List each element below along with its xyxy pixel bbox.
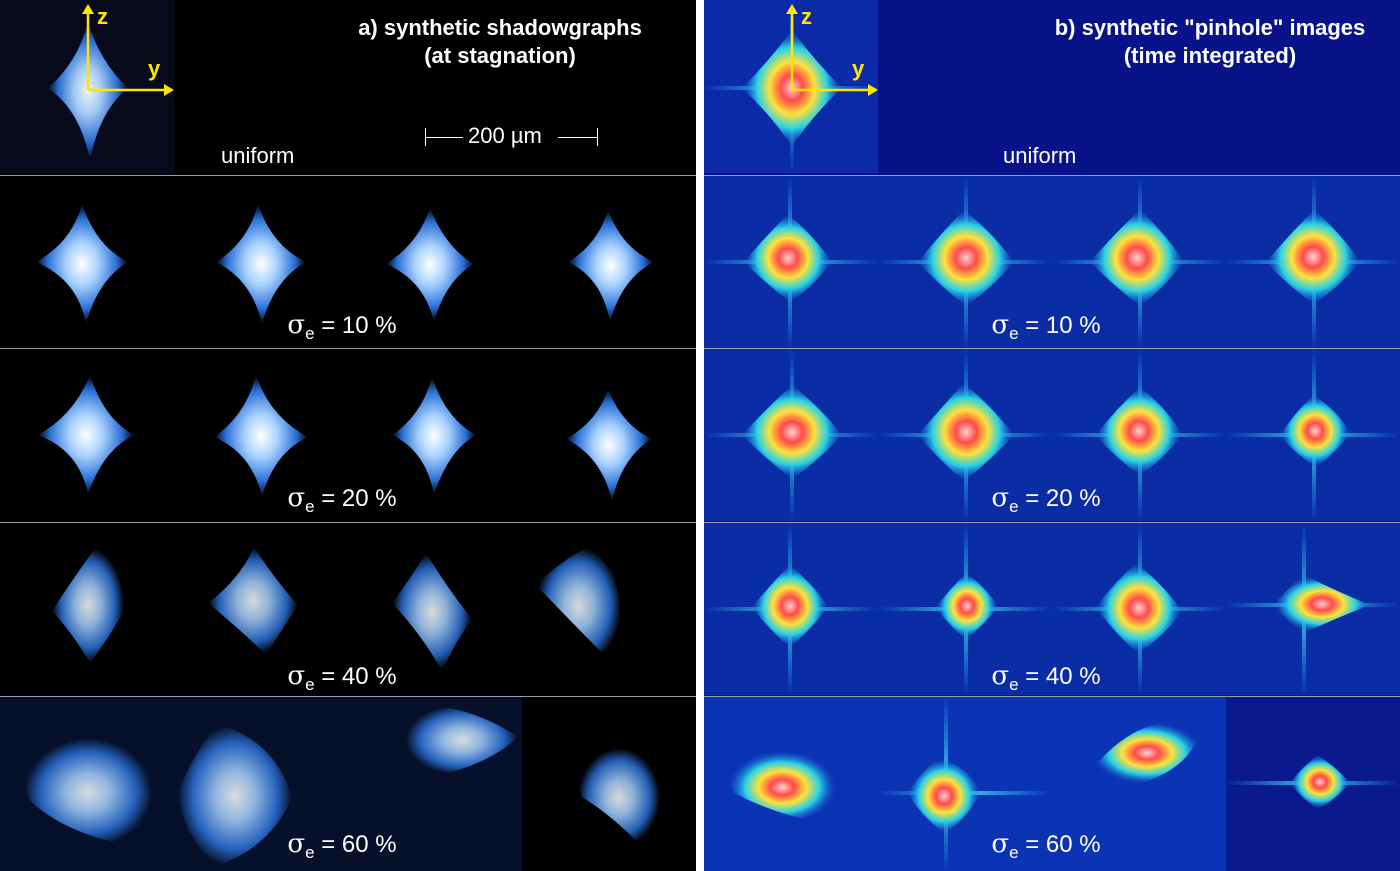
pinhole-row-sigma-20: σe = 20 % — [704, 348, 1400, 522]
row-label-sigma: σe = 20 % — [991, 483, 1101, 516]
pinhole-tile — [1052, 523, 1226, 696]
uniform-label: uniform — [1003, 143, 1077, 168]
y-axis-label: y — [148, 56, 161, 81]
row-label-sigma: σe = 40 % — [991, 661, 1101, 694]
shadowgraph-row-sigma-20: σe = 20 % — [0, 348, 696, 521]
shadowgraph-tile — [0, 523, 174, 696]
scale-bar-line-right — [558, 137, 597, 138]
pinhole-tile — [704, 349, 878, 522]
uniform-label: uniform — [221, 143, 295, 168]
shadowgraph-row-sigma-60: σe = 60 % — [0, 696, 696, 871]
z-axis-label: z — [97, 4, 108, 29]
y-axis-label: y — [852, 56, 865, 81]
shadowgraph-tile — [348, 176, 522, 349]
pinhole-tile — [1226, 176, 1400, 349]
shadowgraph-tile — [522, 349, 696, 522]
shadowgraph-row-sigma-40: σe = 40 % — [0, 522, 696, 695]
shadowgraph-tile — [174, 697, 348, 871]
row-label-sigma: σe = 40 % — [287, 661, 397, 694]
pinhole-tile — [1052, 349, 1226, 522]
row-label-sigma: σe = 60 % — [287, 829, 397, 862]
row-label-sigma: σe = 10 % — [991, 310, 1101, 343]
pinhole-tile — [704, 523, 878, 696]
axes-indicator — [786, 4, 878, 96]
row-label-sigma: σe = 60 % — [991, 829, 1101, 862]
shadowgraph-tile — [348, 349, 522, 522]
panel-a-title-line2: (at stagnation) — [424, 43, 576, 68]
panel-a-title: a) synthetic shadowgraphs (at stagnation… — [330, 14, 670, 70]
shadowgraph-tile — [348, 697, 522, 871]
pinhole-row-sigma-10: σe = 10 % — [704, 175, 1400, 349]
shadowgraph-tile — [0, 697, 174, 871]
pinhole-tile — [1052, 176, 1226, 349]
scale-bar-line-left — [425, 137, 463, 138]
pinhole-tile — [878, 349, 1052, 522]
pinhole-tile — [704, 176, 878, 349]
row-label-sigma: σe = 20 % — [287, 483, 397, 516]
panel-a-title-line1: a) synthetic shadowgraphs — [358, 15, 642, 40]
pinhole-tile — [878, 697, 1052, 871]
pinhole-tile — [878, 176, 1052, 349]
pinhole-panel: z y b) synthetic "pinhole" images (time … — [704, 0, 1400, 871]
shadowgraph-row-sigma-10: σe = 10 % — [0, 175, 696, 348]
pinhole-row-sigma-60: σe = 60 % — [704, 696, 1400, 871]
row-label-sigma: σe = 10 % — [287, 310, 397, 343]
shadowgraph-tile — [522, 523, 696, 696]
pinhole-row-sigma-40: σe = 40 % — [704, 522, 1400, 696]
pinhole-tile — [704, 697, 878, 871]
shadowgraph-tile — [0, 176, 174, 349]
panel-b-title-line1: b) synthetic "pinhole" images — [1054, 15, 1366, 40]
shadowgraph-tile — [174, 523, 348, 696]
pinhole-tile — [1226, 523, 1400, 696]
shadowgraph-tile — [174, 349, 348, 522]
shadowgraph-panel: z y a) synthetic shadowgraphs (at stagna… — [0, 0, 696, 871]
pinhole-tile — [1226, 349, 1400, 522]
scale-bar-tick-right — [597, 128, 598, 146]
panel-b-title: b) synthetic "pinhole" images (time inte… — [1022, 14, 1398, 70]
panel-b-title-line2: (time integrated) — [1123, 43, 1297, 68]
z-axis-label: z — [801, 4, 812, 29]
shadowgraph-tile — [0, 349, 174, 522]
scale-bar-label: 200 µm — [468, 123, 542, 148]
pinhole-tile — [1226, 697, 1400, 871]
shadowgraph-tile — [522, 697, 696, 871]
pinhole-tile — [1052, 697, 1226, 871]
axes-indicator — [82, 4, 174, 96]
shadowgraph-tile — [348, 523, 522, 696]
shadowgraph-tile — [522, 176, 696, 349]
pinhole-tile — [878, 523, 1052, 696]
shadowgraph-tile — [174, 176, 348, 349]
